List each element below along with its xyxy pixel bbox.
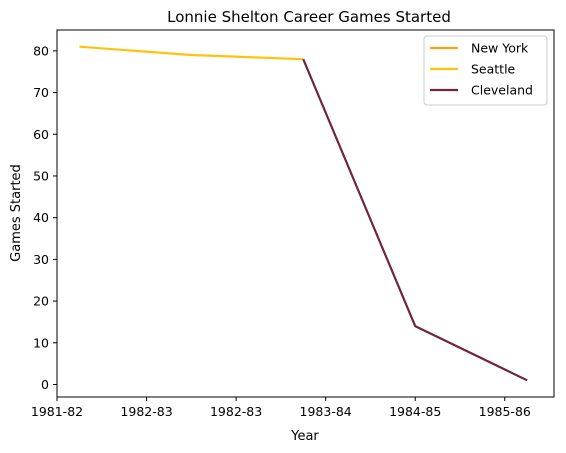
y-tick-label: 10 [33,335,49,350]
x-axis-title: Year [290,429,319,444]
y-axis: 0 10 20 30 40 50 60 70 80 [33,43,57,392]
y-tick-label: 60 [33,127,49,142]
y-axis-title: Games Started [9,164,24,262]
chart-title: Lonnie Shelton Career Games Started [167,8,451,26]
y-tick-label: 40 [33,210,49,225]
x-axis: 1981-82 1982-83 1982-83 1983-84 1984-85 1985-… [31,397,531,419]
y-tick-label: 80 [33,43,49,58]
y-tick-label: 70 [33,85,49,100]
legend-label-new-york: New York [471,41,529,56]
series-layer [79,45,528,382]
y-tick-label: 50 [33,168,49,183]
legend-label-cleveland: Cleveland [471,83,533,98]
x-tick-label: 1982-83 [210,404,262,419]
plot-frame [56,29,555,398]
y-tick-label: 30 [33,252,49,267]
legend-box [423,35,548,106]
x-tick-label: 1983-84 [300,404,352,419]
legend: New York Seattle Cleveland [423,35,548,106]
x-tick-label: 1985-86 [479,404,531,419]
y-tick-label: 0 [41,377,49,392]
legend-label-seattle: Seattle [471,62,516,77]
series-line-cleveland [302,58,528,382]
y-tick-label: 20 [33,294,49,309]
series-line-seattle [79,45,304,61]
x-tick-label: 1981-82 [31,404,83,419]
x-tick-label: 1984-85 [389,404,441,419]
x-tick-label: 1982-83 [120,404,172,419]
